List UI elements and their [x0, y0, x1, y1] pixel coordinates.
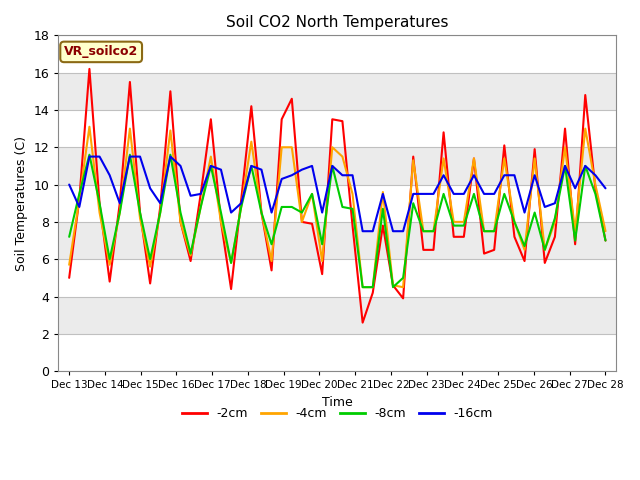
Text: VR_soilco2: VR_soilco2: [64, 46, 138, 59]
Bar: [58, 259, 616, 297]
Bar: [58, 185, 616, 222]
Y-axis label: Soil Temperatures (C): Soil Temperatures (C): [15, 136, 28, 271]
Bar: [58, 222, 616, 259]
Legend: -2cm, -4cm, -8cm, -16cm: -2cm, -4cm, -8cm, -16cm: [177, 402, 498, 425]
X-axis label: Time: Time: [322, 396, 353, 408]
Bar: [58, 297, 616, 334]
Bar: [58, 147, 616, 185]
Bar: [58, 334, 616, 371]
Bar: [58, 36, 616, 72]
Bar: [58, 110, 616, 147]
Bar: [58, 72, 616, 110]
Title: Soil CO2 North Temperatures: Soil CO2 North Temperatures: [226, 15, 449, 30]
